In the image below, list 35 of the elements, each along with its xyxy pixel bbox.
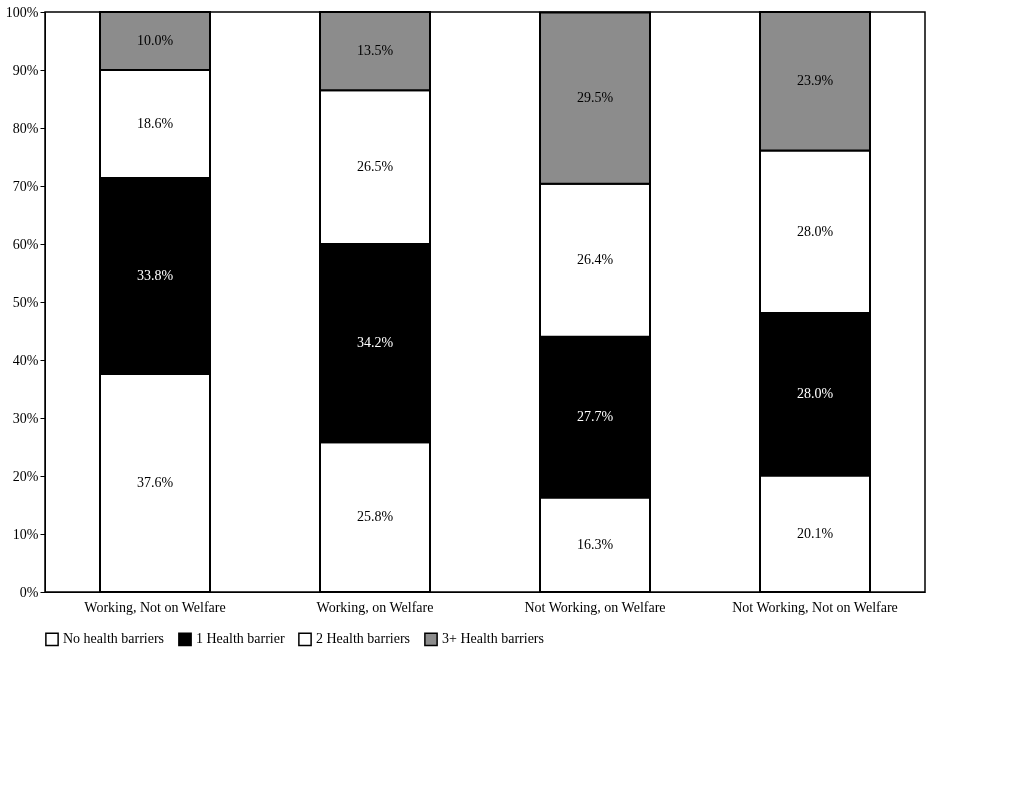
y-tick-label: 60% (12, 236, 39, 252)
y-tick-label: 80% (12, 120, 39, 136)
y-tick-label: 40% (12, 352, 39, 368)
data-label: 37.6% (136, 474, 174, 490)
data-label: 20.1% (796, 525, 834, 541)
x-tick-label: Working, Not on Welfare (84, 599, 226, 615)
legend-label: 3+ Health barriers (442, 631, 544, 647)
legend-label: No health barriers (63, 631, 165, 647)
y-tick-label: 30% (12, 410, 39, 426)
data-label: 16.3% (576, 536, 614, 552)
x-tick-label: Working, on Welfare (316, 599, 434, 615)
y-tick-label: 20% (12, 468, 39, 484)
data-label: 26.5% (356, 159, 394, 175)
data-label: 13.5% (356, 43, 394, 59)
data-label: 23.9% (796, 73, 834, 89)
data-label: 10.0% (136, 33, 174, 48)
data-label: 34.2% (356, 335, 394, 351)
y-tick-label: 10% (12, 526, 39, 542)
legend-label: 2 Health barriers (316, 631, 411, 647)
data-label: 27.7% (576, 409, 614, 425)
y-tick-label: 0% (19, 584, 39, 600)
y-tick-label: 70% (12, 178, 39, 194)
data-label: 29.5% (576, 90, 614, 106)
y-tick-label: 50% (12, 294, 39, 310)
data-label: 18.6% (136, 115, 174, 131)
data-label: 28.0% (796, 223, 834, 239)
data-label: 26.4% (576, 252, 614, 268)
legend-label: 1 Health barrier (196, 631, 285, 647)
data-label: 33.8% (136, 267, 174, 283)
y-tick-label: 90% (12, 62, 39, 78)
data-label: 28.0% (796, 386, 834, 402)
x-tick-label: Not Working, on Welfare (524, 599, 666, 615)
x-tick-label: Not Working, Not on Welfare (732, 599, 898, 615)
y-tick-label: 100% (5, 4, 39, 20)
data-label: 25.8% (356, 509, 394, 525)
